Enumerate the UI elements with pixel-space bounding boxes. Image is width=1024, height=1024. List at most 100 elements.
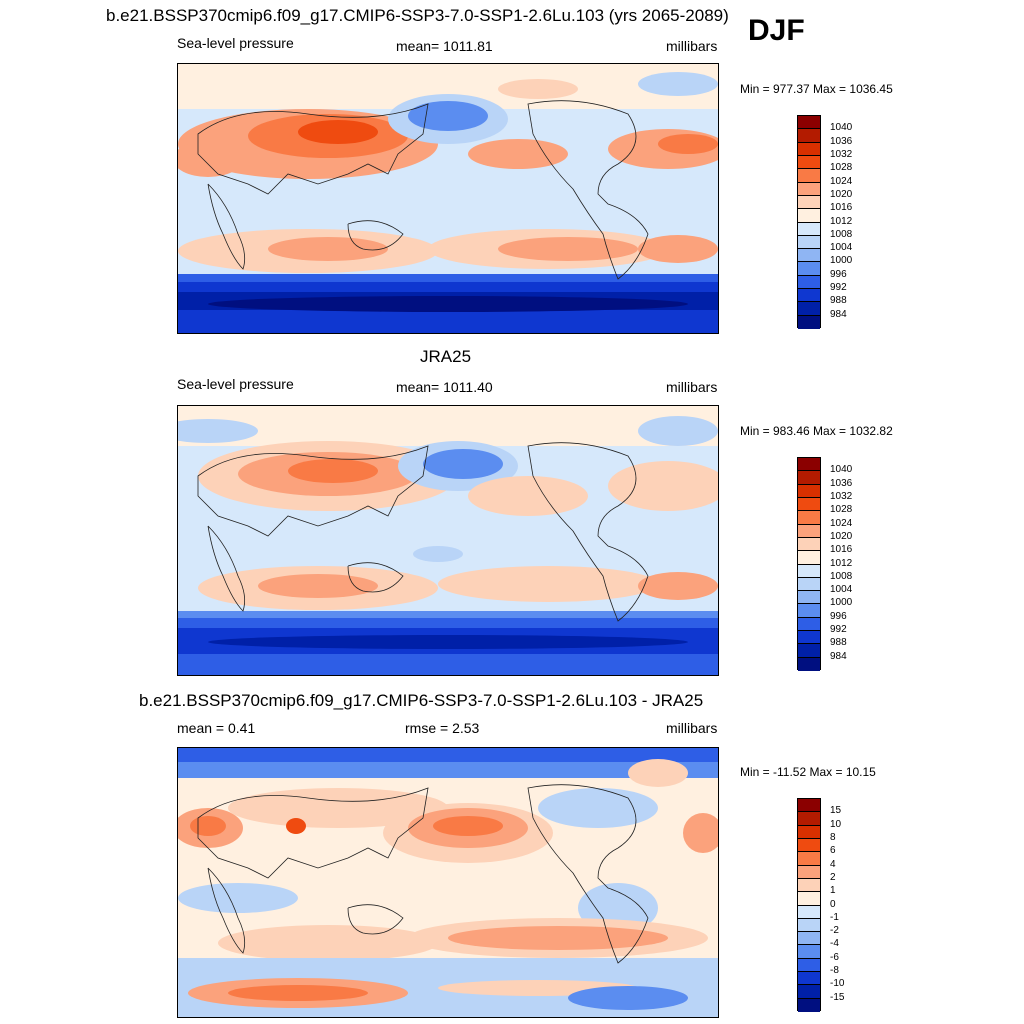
colorbar-tick-label: 988 (830, 295, 847, 307)
colorbar-swatch (798, 838, 820, 853)
colorbar-tick-label: 1016 (830, 202, 853, 214)
colorbar-swatch (798, 918, 820, 933)
colorbar-tick-label: -8 (830, 965, 839, 977)
colorbar-tick-label: 1036 (830, 135, 853, 147)
panel1-variable-label: Sea-level pressure (177, 35, 294, 51)
colorbar-swatch (798, 892, 820, 906)
colorbar-swatch (798, 129, 820, 143)
panel1-minmax: Min = 977.37 Max = 1036.45 (740, 82, 893, 96)
colorbar-swatch (798, 471, 820, 485)
panel2-title: JRA25 (420, 347, 472, 366)
colorbar-tick-label: 8 (830, 831, 836, 843)
colorbar-tick-label: 1004 (830, 242, 853, 254)
colorbar-swatch (798, 142, 820, 156)
colorbar-tick-label: 1016 (830, 544, 853, 556)
colorbar-tick-label: 984 (830, 308, 847, 320)
colorbar-tick-label: 1020 (830, 188, 853, 200)
colorbar-tick-label: 992 (830, 282, 847, 294)
colorbar-tick-label: 984 (830, 650, 847, 662)
colorbar-swatch (798, 249, 820, 263)
panel1-colorbar (797, 115, 821, 329)
colorbar-swatch (798, 155, 820, 170)
panel2-variable-label: Sea-level pressure (177, 376, 294, 392)
colorbar-swatch (798, 195, 820, 210)
colorbar-tick-label: -10 (830, 978, 845, 990)
colorbar-swatch (798, 577, 820, 592)
colorbar-tick-label: -15 (830, 991, 845, 1003)
colorbar-tick-label: -6 (830, 951, 839, 963)
colorbar-tick-label: 4 (830, 858, 836, 870)
colorbar-tick-label: 1012 (830, 215, 853, 227)
colorbar-swatch (798, 275, 820, 290)
colorbar-tick-label: 1032 (830, 490, 853, 502)
panel2-minmax: Min = 983.46 Max = 1032.82 (740, 424, 893, 438)
colorbar-tick-label: 1028 (830, 504, 853, 516)
colorbar-swatch (798, 852, 820, 866)
colorbar-swatch (798, 631, 820, 645)
colorbar-tick-label: 6 (830, 845, 836, 857)
colorbar-swatch (798, 315, 820, 329)
colorbar-swatch (798, 812, 820, 826)
colorbar-tick-label: 0 (830, 898, 836, 910)
colorbar-swatch (798, 799, 820, 813)
colorbar-tick-label: -4 (830, 938, 839, 950)
colorbar-tick-label: 1028 (830, 162, 853, 174)
colorbar-swatch (798, 169, 820, 183)
colorbar-swatch (798, 551, 820, 565)
colorbar-swatch (798, 617, 820, 632)
colorbar-tick-label: -1 (830, 911, 839, 923)
panel3-units-label: millibars (666, 720, 718, 736)
colorbar-swatch (798, 524, 820, 538)
colorbar-swatch (798, 222, 820, 236)
colorbar-tick-label: 996 (830, 268, 847, 280)
colorbar-swatch (798, 537, 820, 552)
season-label: DJF (748, 14, 805, 47)
colorbar-swatch (798, 905, 820, 919)
colorbar-swatch (798, 932, 820, 946)
colorbar-tick-label: -2 (830, 925, 839, 937)
colorbar-tick-label: 1020 (830, 530, 853, 542)
colorbar-swatch (798, 644, 820, 658)
colorbar-swatch (798, 825, 820, 839)
colorbar-swatch (798, 985, 820, 999)
colorbar-swatch (798, 564, 820, 578)
colorbar-tick-label: 1 (830, 885, 836, 897)
colorbar-swatch (798, 878, 820, 893)
panel2-units-label: millibars (666, 379, 718, 395)
colorbar-tick-label: 1000 (830, 597, 853, 609)
colorbar-tick-label: 1040 (830, 464, 853, 476)
colorbar-swatch (798, 998, 820, 1012)
colorbar-swatch (798, 209, 820, 223)
panel3-map (177, 747, 719, 1018)
panel2-colorbar (797, 457, 821, 671)
colorbar-tick-label: 1012 (830, 557, 853, 569)
colorbar-tick-label: 1008 (830, 228, 853, 240)
colorbar-swatch (798, 182, 820, 196)
colorbar-swatch (798, 511, 820, 525)
colorbar-swatch (798, 591, 820, 605)
colorbar-tick-label: 1040 (830, 122, 853, 134)
colorbar-tick-label: 1008 (830, 570, 853, 582)
colorbar-swatch (798, 458, 820, 472)
colorbar-swatch (798, 289, 820, 303)
colorbar-tick-label: 1024 (830, 175, 853, 187)
colorbar-swatch (798, 235, 820, 250)
panel1-title: b.e21.BSSP370cmip6.f09_g17.CMIP6-SSP3-7.… (106, 6, 729, 25)
panel2-mean-label: mean= 1011.40 (396, 379, 493, 395)
panel1-map (177, 63, 719, 334)
panel2-map (177, 405, 719, 676)
panel3-minmax: Min = -11.52 Max = 10.15 (740, 765, 876, 779)
panel3-mean-label: mean = 0.41 (177, 720, 256, 736)
colorbar-tick-label: 10 (830, 818, 842, 830)
panel1-units-label: millibars (666, 38, 718, 54)
colorbar-tick-label: 992 (830, 624, 847, 636)
colorbar-tick-label: 1000 (830, 255, 853, 267)
colorbar-tick-label: 2 (830, 871, 836, 883)
colorbar-tick-label: 15 (830, 805, 842, 817)
colorbar-tick-label: 1004 (830, 584, 853, 596)
colorbar-tick-label: 1036 (830, 477, 853, 489)
colorbar-swatch (798, 604, 820, 618)
panel3-rmse-label: rmse = 2.53 (405, 720, 480, 736)
colorbar-tick-label: 1024 (830, 517, 853, 529)
colorbar-swatch (798, 945, 820, 959)
